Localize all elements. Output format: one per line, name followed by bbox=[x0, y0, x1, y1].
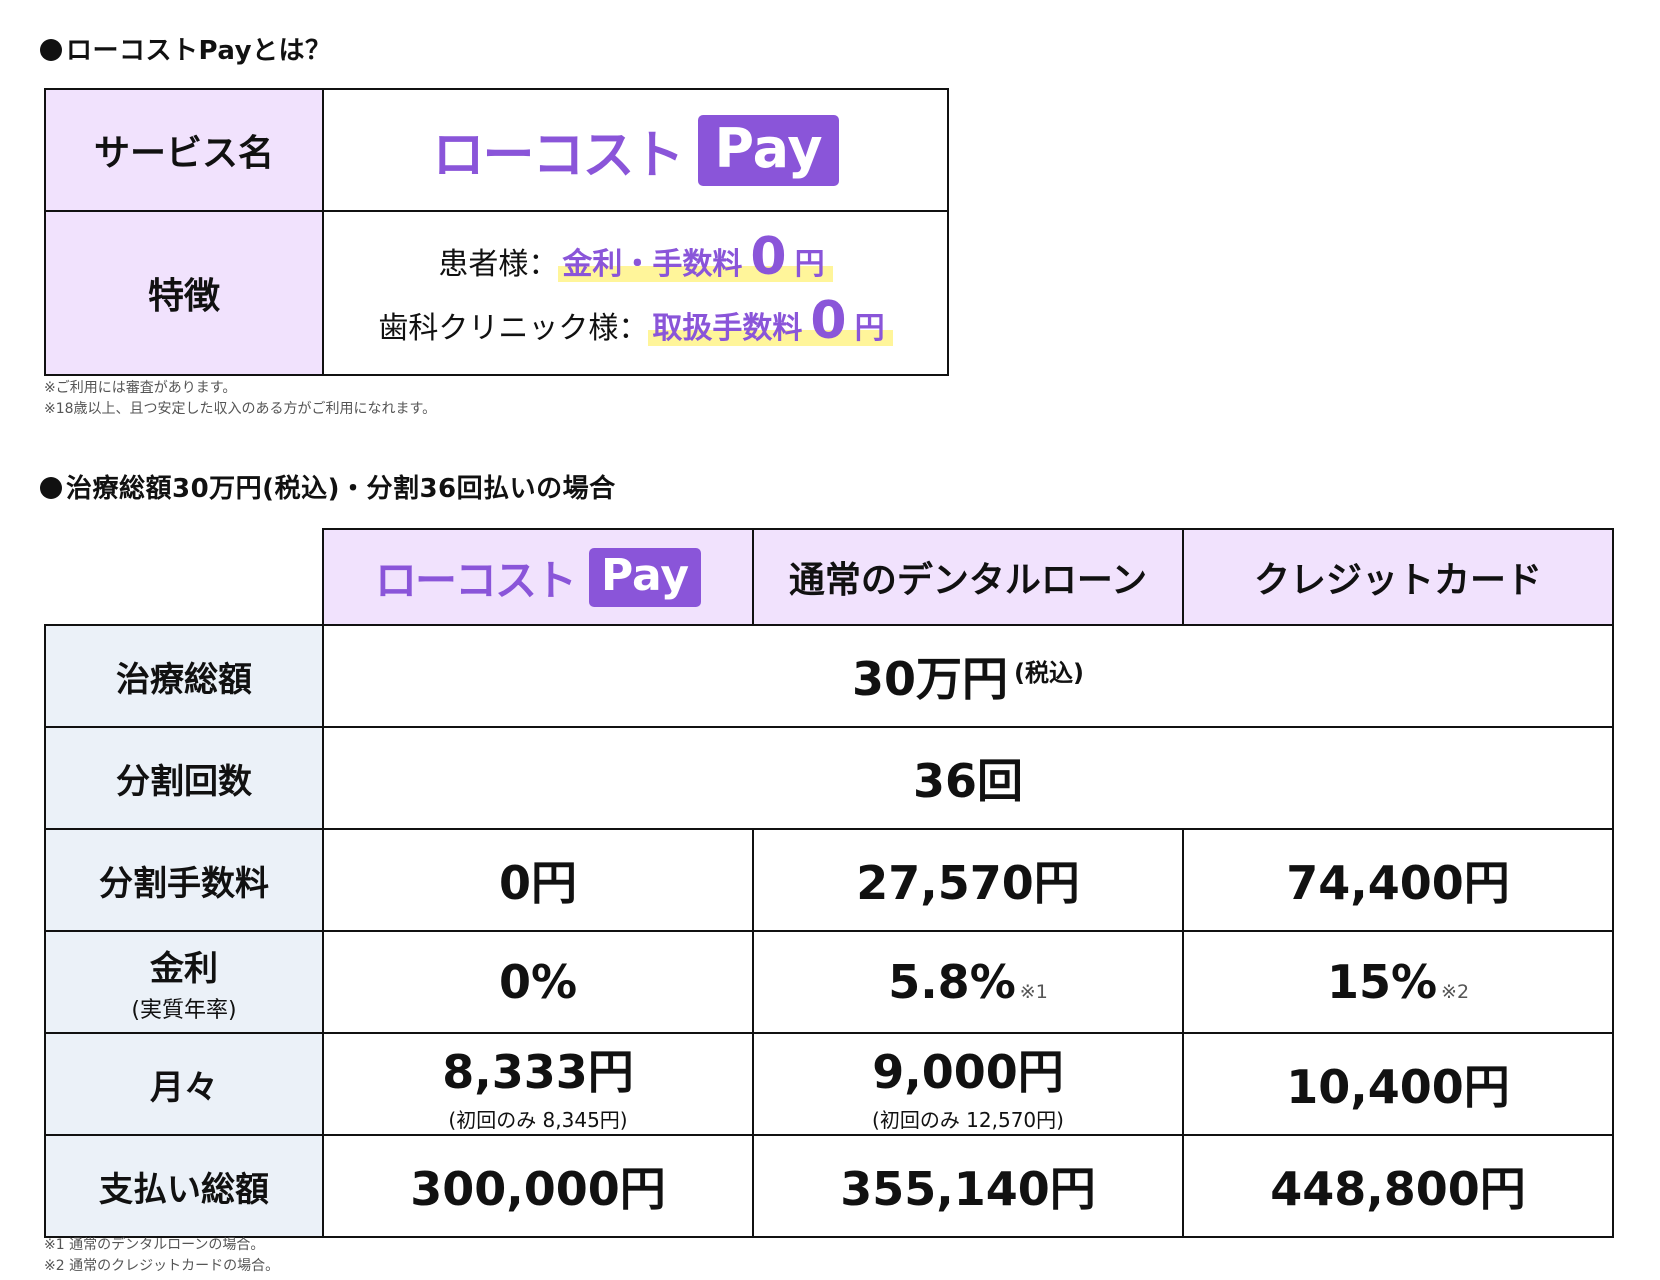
table-row: サービス名 ローコスト Pay bbox=[44, 88, 949, 212]
total-value-cell: 30万円 (税込) bbox=[322, 624, 1614, 728]
table-cell: 9,000円 (初回のみ 12,570円) bbox=[752, 1032, 1184, 1136]
table-row-monthly: 月々 8,333円 (初回のみ 8,345円) 9,000円 (初回のみ 12,57… bbox=[44, 1032, 1614, 1136]
feature-highlight: 金利・手数料 0 円 bbox=[558, 229, 833, 285]
service-overview-table: サービス名 ローコスト Pay 特徴 患者様： 金利・手数料 0 円 歯科クリニック様… bbox=[44, 88, 949, 376]
column-dental-loan: 通常のデンタルローン bbox=[752, 528, 1184, 626]
table-row-fee: 分割手数料 0円 27,570円 74,400円 bbox=[44, 828, 1614, 932]
row-label: 金利 (実質年率) bbox=[44, 930, 324, 1034]
table-cell: 448,800円 bbox=[1182, 1134, 1614, 1238]
table-cell: 5.8% ※1 bbox=[752, 930, 1184, 1034]
lowcost-pay-logo: ローコスト Pay bbox=[375, 547, 702, 608]
feature-line-patient: 患者様： 金利・手数料 0 円 bbox=[324, 229, 947, 293]
table-cell: 0円 bbox=[322, 828, 754, 932]
feature-highlight: 取扱手数料 0 円 bbox=[648, 293, 893, 349]
table-cell: 15% ※2 bbox=[1182, 930, 1614, 1034]
feature-label: 特徴 bbox=[44, 210, 324, 376]
table-row-installments: 分割回数 36回 bbox=[44, 726, 1614, 830]
table-cell: 355,140円 bbox=[752, 1134, 1184, 1238]
feature-cell: 患者様： 金利・手数料 0 円 歯科クリニック様： 取扱手数料 0 円 bbox=[322, 210, 949, 376]
table-cell: 300,000円 bbox=[322, 1134, 754, 1238]
section1-notes: ※ご利用には審査があります。 ※18歳以上、且つ安定した収入のある方がご利用にな… bbox=[44, 380, 437, 417]
row-label: 分割手数料 bbox=[44, 828, 324, 932]
table-cell: 27,570円 bbox=[752, 828, 1184, 932]
section1-heading: ローコストPayとは？ bbox=[40, 30, 332, 67]
table-row: 特徴 患者様： 金利・手数料 0 円 歯科クリニック様： 取扱手数料 0 円 bbox=[44, 210, 949, 376]
table-cell: 8,333円 (初回のみ 8,345円) bbox=[322, 1032, 754, 1136]
table-row-payment-total: 支払い総額 300,000円 355,140円 448,800円 bbox=[44, 1134, 1614, 1238]
comparison-table: ローコスト Pay 通常のデンタルローン クレジットカード 治療総額 30万円(… bbox=[44, 528, 1614, 1238]
installments-value-cell: 36回 bbox=[322, 726, 1614, 830]
table-cell: 0% bbox=[322, 930, 754, 1034]
service-name-label: サービス名 bbox=[44, 88, 324, 212]
lowcost-pay-logo: ローコスト Pay bbox=[432, 113, 839, 188]
section2-heading: 治療総額30万円(税込)・分割36回払いの場合 bbox=[40, 468, 616, 505]
feature-line-clinic: 歯科クリニック様： 取扱手数料 0 円 bbox=[324, 293, 947, 357]
row-label: 分割回数 bbox=[44, 726, 324, 830]
service-logo-cell: ローコスト Pay bbox=[322, 88, 949, 212]
row-label: 月々 bbox=[44, 1032, 324, 1136]
row-label: 支払い総額 bbox=[44, 1134, 324, 1238]
section2-notes: ※1 通常のデンタルローンの場合。 ※2 通常のクレジットカードの場合。 bbox=[44, 1237, 280, 1274]
table-header-row: ローコスト Pay 通常のデンタルローン クレジットカード bbox=[45, 528, 1614, 626]
table-row-total: 治療総額 30万円 (税込) bbox=[44, 624, 1614, 728]
empty-corner-cell bbox=[45, 529, 324, 626]
table-cell: 10,400円 bbox=[1182, 1032, 1614, 1136]
bullet-icon bbox=[40, 39, 62, 61]
column-lowcost-pay: ローコスト Pay bbox=[322, 528, 754, 626]
column-credit-card: クレジットカード bbox=[1182, 528, 1614, 626]
bullet-icon bbox=[40, 477, 62, 499]
table-cell: 74,400円 bbox=[1182, 828, 1614, 932]
row-label: 治療総額 bbox=[44, 624, 324, 728]
table-row-rate: 金利 (実質年率) 0% 5.8% ※1 15% ※2 bbox=[44, 930, 1614, 1034]
